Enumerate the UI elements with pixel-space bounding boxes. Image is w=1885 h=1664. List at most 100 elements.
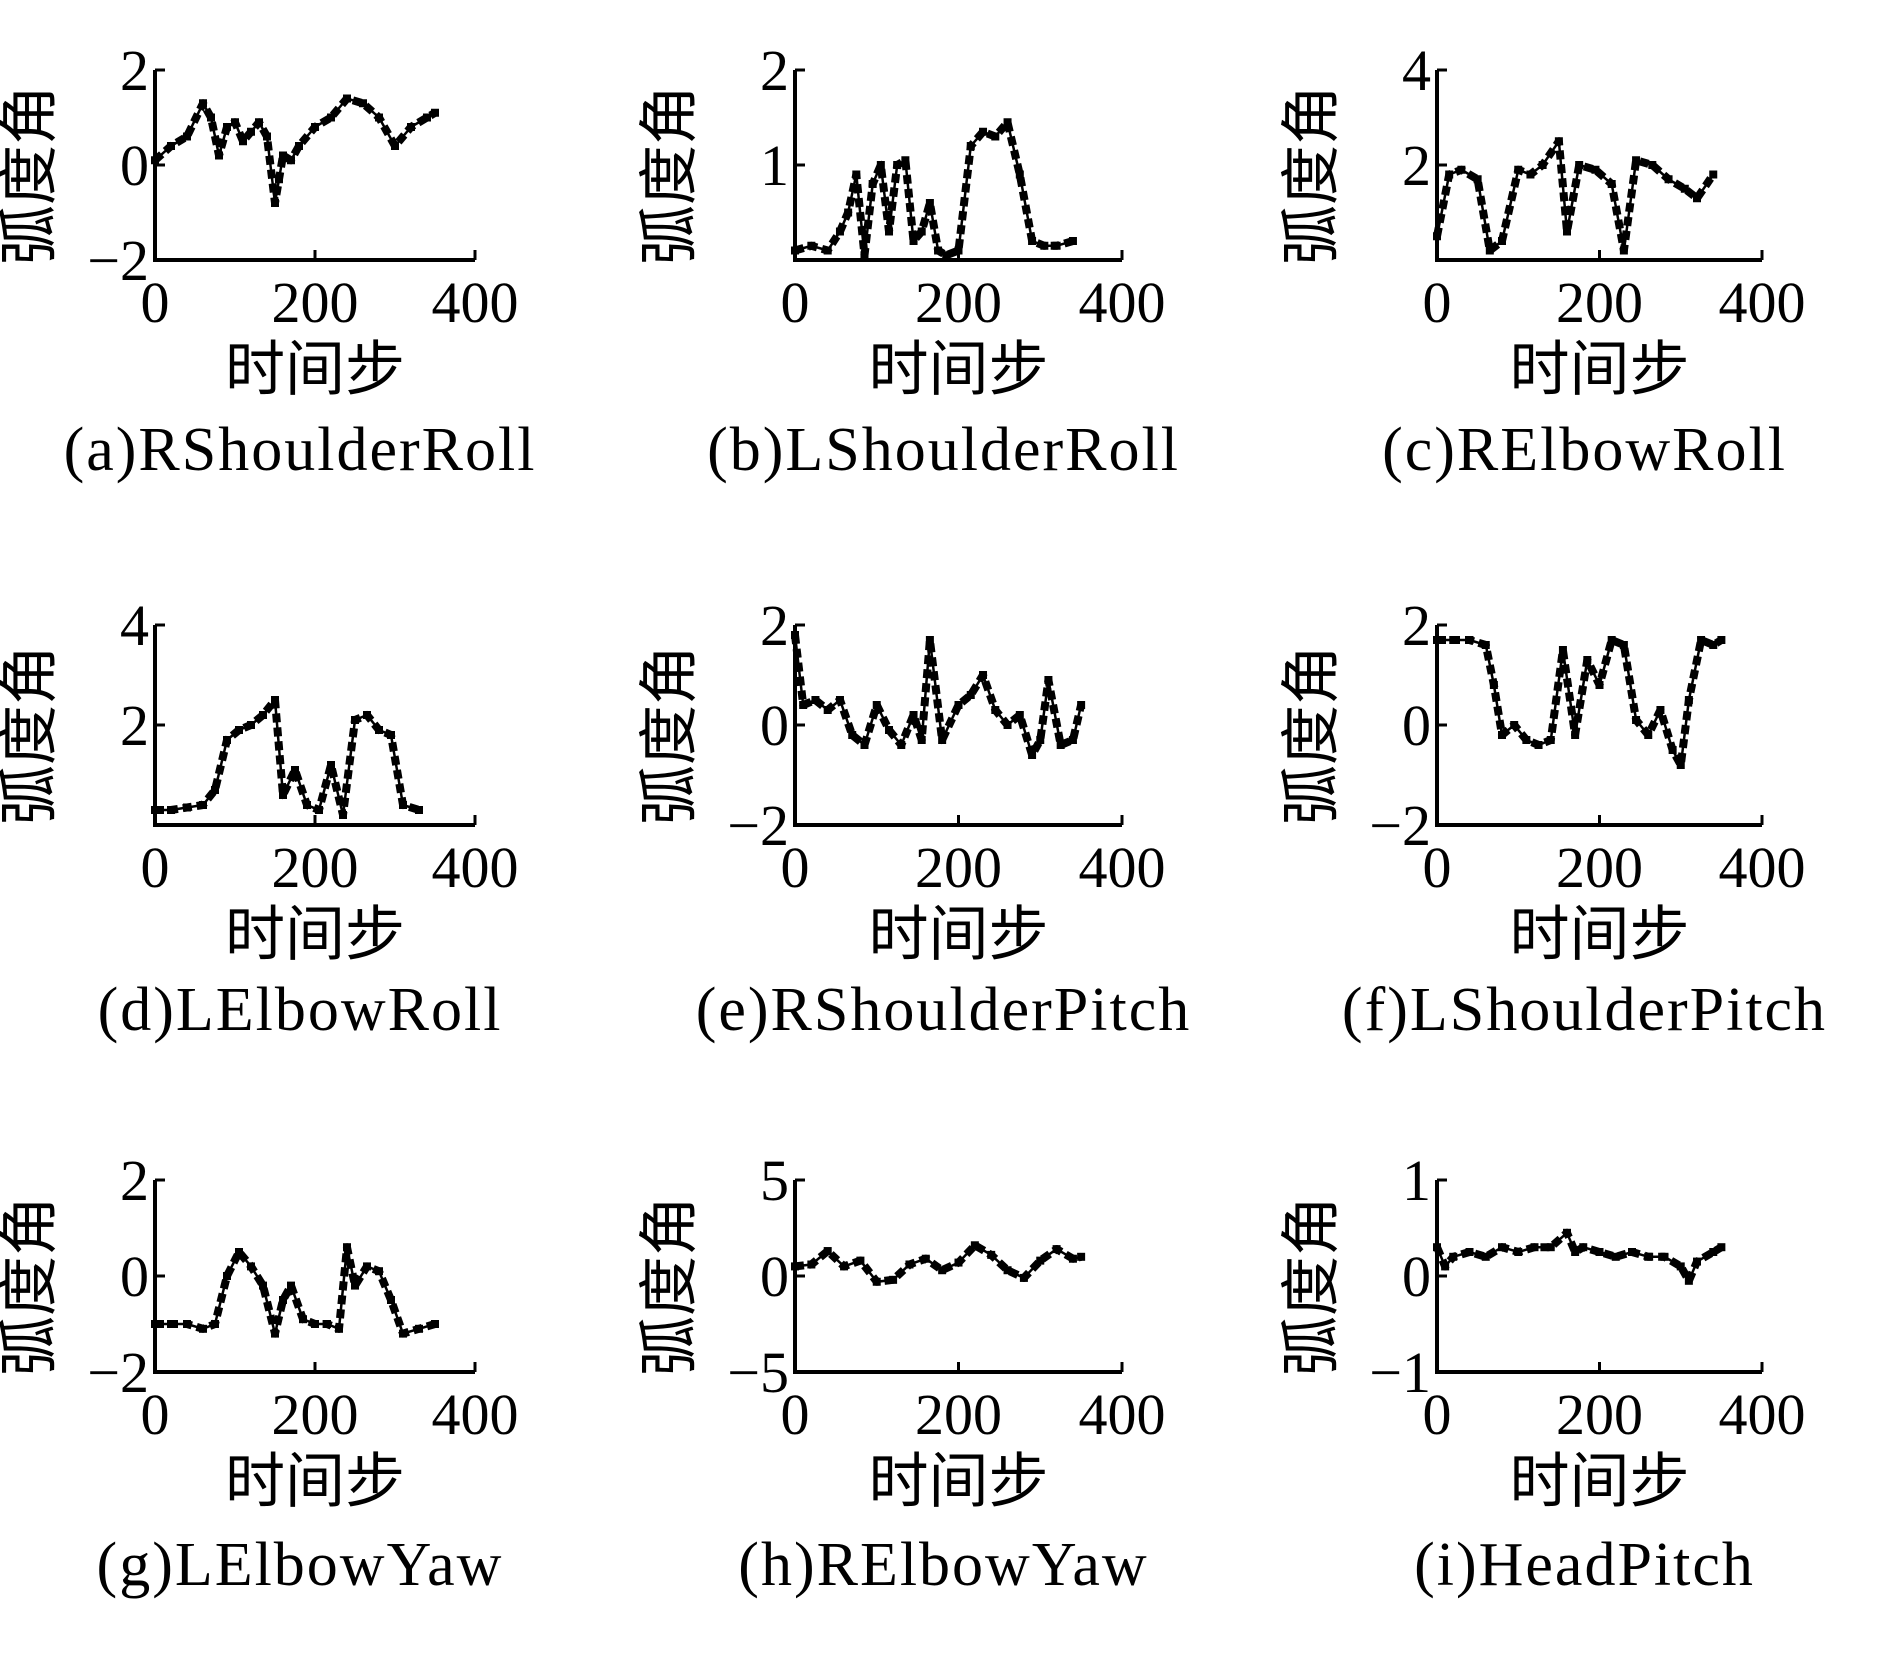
data-point — [1656, 706, 1665, 714]
data-point — [1684, 1276, 1693, 1285]
data-point — [1644, 731, 1653, 739]
x-tick-label: 0 — [141, 1382, 170, 1447]
data-point — [223, 736, 231, 744]
y-axis-label: 弧度角 — [0, 85, 65, 265]
data-point — [1644, 1252, 1653, 1261]
data-point — [979, 127, 988, 136]
data-point — [876, 161, 885, 169]
data-point — [966, 142, 975, 150]
data-point — [954, 246, 963, 255]
data-point — [351, 716, 359, 724]
data-point — [1019, 1273, 1028, 1282]
data-point — [852, 170, 861, 179]
data-point — [1546, 1243, 1555, 1252]
data-point — [387, 1296, 395, 1304]
data-point — [387, 731, 395, 739]
y-axis-label: 弧度角 — [635, 1196, 705, 1376]
data-point — [183, 803, 191, 812]
data-point — [291, 766, 299, 774]
y-tick-label: −2 — [1369, 793, 1431, 858]
data-point — [1579, 1243, 1588, 1252]
data-point — [909, 711, 918, 719]
data-point — [1449, 636, 1458, 644]
data-point — [868, 180, 877, 188]
y-axis-label: 弧度角 — [1277, 1196, 1347, 1376]
x-axis-label: 时间步 — [1510, 1447, 1690, 1517]
data-point — [917, 736, 926, 744]
data-point — [259, 1281, 267, 1290]
data-point — [271, 199, 279, 207]
data-point — [1498, 1243, 1506, 1252]
y-tick-label: 2 — [1402, 593, 1431, 658]
series-line-thin — [154, 97, 436, 204]
data-point — [295, 142, 303, 150]
axes — [153, 625, 475, 827]
data-point — [239, 137, 247, 146]
x-tick-label: 0 — [1423, 1382, 1452, 1447]
data-point — [885, 227, 894, 236]
data-point — [359, 99, 367, 108]
data-point — [287, 1281, 295, 1290]
data-point — [860, 741, 869, 749]
y-tick-label: 0 — [760, 693, 789, 758]
data-point — [223, 1272, 231, 1280]
series-line-dashed — [1433, 1228, 1724, 1285]
data-point — [279, 791, 287, 799]
y-tick-label: 4 — [1402, 38, 1431, 103]
data-point — [823, 246, 832, 255]
y-axis-label: 弧度角 — [0, 1196, 65, 1376]
data-point — [235, 1248, 243, 1256]
data-point — [979, 671, 988, 679]
data-point — [1003, 118, 1012, 127]
data-point — [1028, 751, 1037, 759]
data-point — [343, 94, 351, 103]
data-point — [327, 761, 335, 769]
data-point — [1546, 736, 1555, 744]
panel-caption: (h)RElbowYaw — [738, 1531, 1148, 1599]
data-point — [1457, 165, 1466, 174]
data-point — [247, 721, 255, 729]
data-point — [263, 132, 271, 141]
data-point — [323, 1320, 331, 1328]
data-point — [1526, 170, 1535, 179]
y-tick-label: 2 — [120, 693, 149, 758]
data-point — [1693, 194, 1701, 203]
data-point — [231, 118, 239, 127]
data-point — [1558, 646, 1567, 654]
data-point — [1485, 246, 1494, 255]
data-point — [1591, 165, 1600, 174]
x-tick-label: 200 — [915, 835, 1002, 900]
y-axis-label: 弧度角 — [1277, 85, 1347, 265]
data-point — [1684, 696, 1693, 704]
data-point — [1481, 1252, 1490, 1261]
data-point — [431, 1320, 439, 1328]
data-point — [921, 1254, 930, 1263]
data-point — [1473, 175, 1482, 184]
axes — [793, 625, 1122, 827]
y-tick-label: 2 — [760, 38, 789, 103]
data-point — [255, 118, 263, 127]
data-point — [1433, 232, 1441, 241]
data-point — [1680, 184, 1689, 193]
data-point — [1583, 656, 1592, 664]
x-tick-label: 0 — [1423, 835, 1452, 900]
data-point — [823, 706, 832, 714]
data-point — [1036, 1256, 1045, 1265]
data-point — [151, 156, 159, 165]
x-tick-label: 200 — [1556, 1382, 1643, 1447]
data-point — [925, 636, 934, 644]
data-point — [1530, 1243, 1539, 1252]
data-point — [1693, 1257, 1701, 1266]
series-line-dashed — [155, 1243, 437, 1338]
y-tick-label: 0 — [760, 1244, 789, 1309]
data-point — [905, 1260, 914, 1269]
data-point — [299, 1315, 307, 1324]
data-point — [1676, 1262, 1685, 1271]
data-point — [1619, 246, 1628, 255]
data-point — [791, 246, 799, 255]
data-point — [1068, 237, 1077, 245]
data-point — [897, 741, 906, 749]
